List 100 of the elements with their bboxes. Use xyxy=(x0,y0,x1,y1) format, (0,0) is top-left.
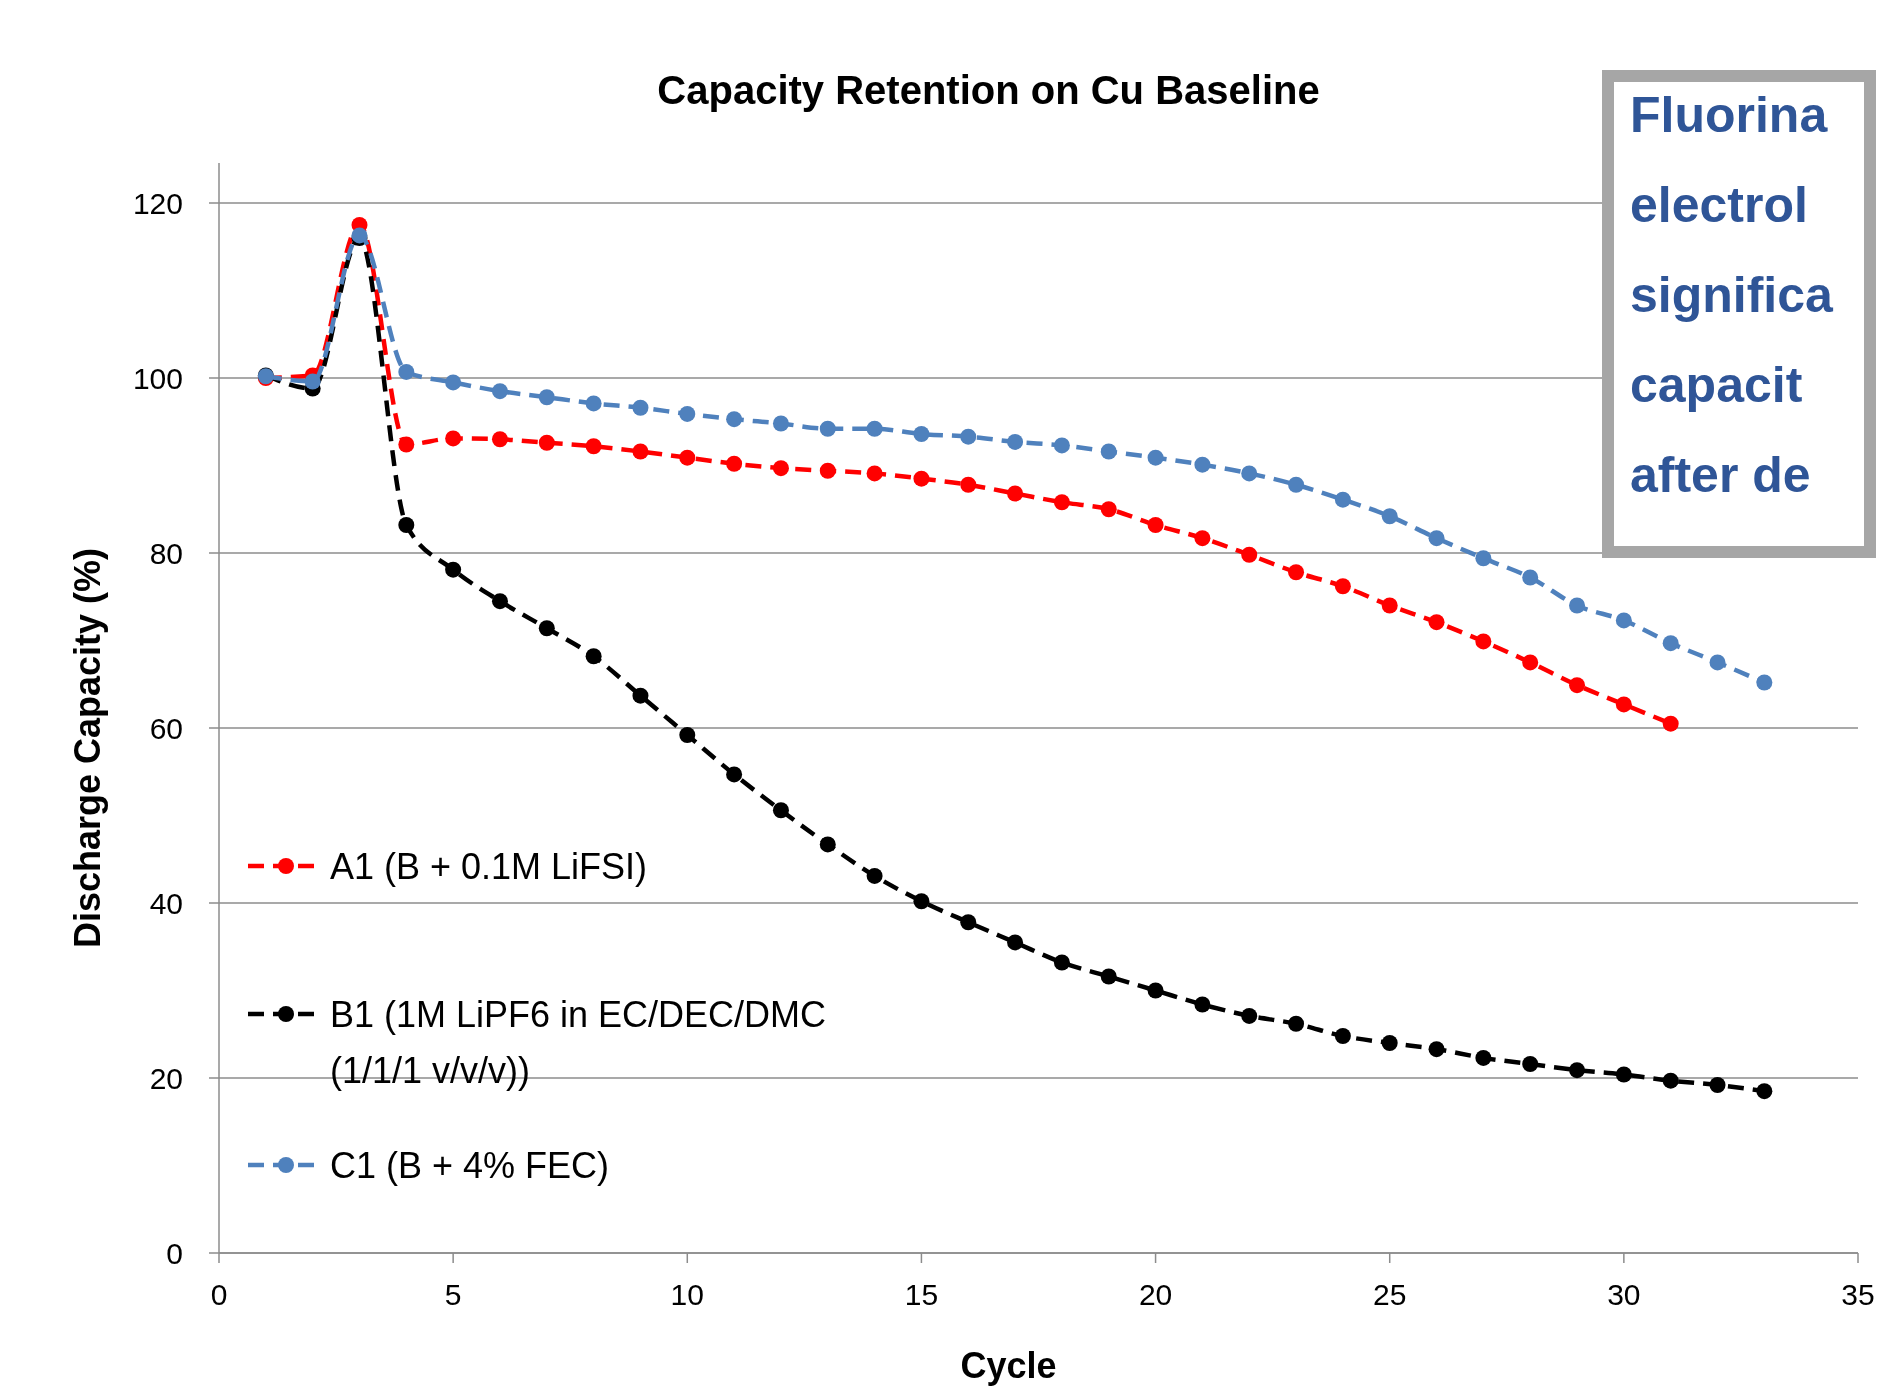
legend-label: C1 (B + 4% FEC) xyxy=(330,1144,610,1186)
point xyxy=(1007,485,1024,502)
point xyxy=(866,867,883,884)
y-tick-label: 60 xyxy=(149,711,183,745)
x-tick-label: 10 xyxy=(670,1278,704,1311)
point xyxy=(866,420,883,437)
point xyxy=(1053,494,1070,511)
y-tick-label: 0 xyxy=(166,1236,183,1270)
chart-title: Capacity Retention on Cu Baseline xyxy=(657,68,1320,112)
point xyxy=(1288,564,1305,581)
point xyxy=(960,476,977,493)
point xyxy=(679,449,696,466)
point xyxy=(1194,456,1211,473)
point xyxy=(1569,1062,1586,1079)
point xyxy=(1709,1077,1726,1093)
point xyxy=(1428,614,1445,631)
point xyxy=(1194,530,1211,547)
point xyxy=(913,426,930,442)
point xyxy=(585,395,602,412)
point xyxy=(913,470,930,487)
point xyxy=(1241,1007,1258,1024)
point xyxy=(1334,578,1351,595)
point xyxy=(445,374,462,391)
point xyxy=(1615,1066,1632,1083)
point xyxy=(1241,465,1258,482)
point xyxy=(1475,1049,1492,1066)
point xyxy=(585,648,602,665)
point xyxy=(491,431,508,448)
point xyxy=(1756,674,1773,691)
point xyxy=(819,420,836,437)
point xyxy=(538,620,555,637)
point xyxy=(585,438,602,455)
x-axis-title: Cycle xyxy=(960,1345,1057,1386)
y-tick-label: 40 xyxy=(149,886,183,920)
point xyxy=(819,836,836,853)
point xyxy=(679,405,696,422)
point xyxy=(1381,597,1398,614)
y-axis-title: Discharge Capacity (%) xyxy=(67,547,108,949)
y-tick-label: 20 xyxy=(149,1061,183,1095)
point xyxy=(1147,449,1164,466)
x-tick-label: 0 xyxy=(210,1278,228,1311)
x-tick-label: 5 xyxy=(444,1278,462,1311)
point xyxy=(1662,715,1679,732)
point xyxy=(726,455,743,472)
legend-label: A1 (B + 0.1M LiFSI) xyxy=(330,845,648,887)
point xyxy=(1615,612,1632,629)
point xyxy=(960,914,977,931)
point xyxy=(1522,1056,1539,1072)
point xyxy=(1100,501,1117,518)
point xyxy=(445,430,462,447)
point xyxy=(726,411,743,428)
point xyxy=(726,766,743,783)
point xyxy=(1381,508,1398,525)
point xyxy=(538,434,555,451)
point xyxy=(445,561,462,578)
point xyxy=(772,415,789,432)
point xyxy=(1428,1041,1445,1058)
point xyxy=(1569,597,1586,614)
point xyxy=(1615,696,1632,713)
point xyxy=(1100,443,1117,460)
point xyxy=(1662,1072,1679,1089)
x-tick-label: 30 xyxy=(1607,1278,1641,1311)
x-tick-label: 15 xyxy=(904,1278,939,1311)
point xyxy=(1475,550,1492,567)
point xyxy=(1334,1028,1351,1044)
point xyxy=(679,727,696,743)
point xyxy=(1334,491,1351,508)
point xyxy=(1147,517,1164,533)
point xyxy=(398,363,415,380)
point xyxy=(1100,968,1117,985)
point xyxy=(866,465,883,482)
point xyxy=(1053,437,1070,454)
point xyxy=(398,517,415,533)
point xyxy=(1288,1015,1305,1032)
legend-label: B1 (1M LiPF6 in EC/DEC/DMC (1/1/1 v/v/v)) xyxy=(330,993,827,1091)
point xyxy=(1569,677,1586,694)
point xyxy=(1241,546,1258,563)
x-tick-label: 20 xyxy=(1138,1278,1173,1311)
point xyxy=(491,593,508,610)
point xyxy=(491,383,508,400)
point xyxy=(772,460,789,477)
y-tick-label: 80 xyxy=(149,536,183,570)
point xyxy=(1053,954,1070,971)
point xyxy=(1756,1083,1773,1100)
point xyxy=(632,443,649,460)
point xyxy=(1428,530,1445,547)
point xyxy=(1709,654,1726,671)
point xyxy=(1381,1035,1398,1051)
point xyxy=(1147,982,1164,999)
point xyxy=(632,687,649,704)
annotation: Fluorina electrol significa capacit after de xyxy=(1630,87,1835,503)
point xyxy=(1662,635,1679,652)
point xyxy=(1522,569,1539,586)
point xyxy=(1007,433,1024,450)
point xyxy=(772,802,789,819)
point xyxy=(819,462,836,479)
x-tick-label: 35 xyxy=(1841,1278,1875,1311)
point xyxy=(960,428,977,445)
point xyxy=(1194,996,1211,1013)
point xyxy=(1007,934,1024,951)
